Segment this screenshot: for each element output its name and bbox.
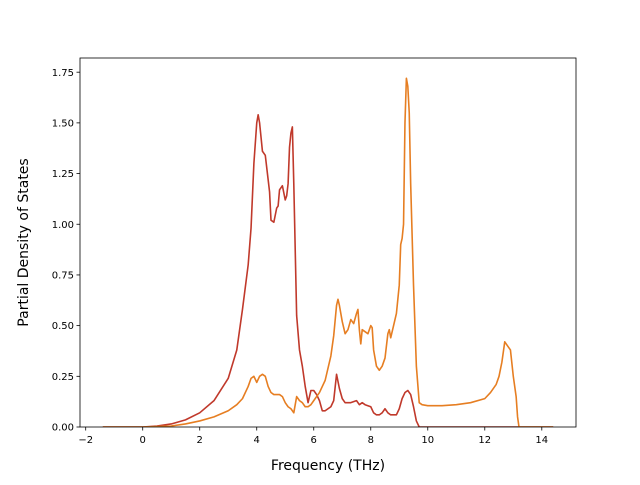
y-tick-label: 1.50 [52,118,74,129]
x-tick-label: 2 [197,435,203,446]
x-tick-label: 4 [254,435,260,446]
x-tick-label: 10 [421,435,434,446]
y-tick-label: 0.75 [52,271,74,282]
y-tick-label: 0.25 [52,372,74,383]
y-axis-ticks: 0.00 0.25 0.50 0.75 1.00 1.25 1.50 1.75 [52,68,80,434]
y-tick-label: 1.75 [52,68,74,79]
x-axis-ticks: −2 0 2 4 6 8 10 12 14 [78,427,548,446]
plot-area-frame [79,57,577,428]
x-tick-label: 12 [478,435,491,446]
x-tick-label: 6 [311,435,317,446]
y-tick-label: 0.50 [52,321,74,332]
y-tick-label: 0.00 [52,423,74,434]
series-layer [102,77,554,427]
y-tick-label: 1.00 [52,220,74,231]
pdos-series-line-1 [102,113,554,427]
x-tick-label: 8 [368,435,374,446]
pdos-series-line-2 [102,77,554,427]
x-tick-label: 14 [535,435,548,446]
x-tick-label: −2 [78,435,93,446]
x-axis-label: Frequency (THz) [271,458,385,474]
y-tick-label: 1.25 [52,169,74,180]
x-tick-label: 0 [140,435,146,446]
y-axis-label: Partial Density of States [16,158,32,326]
